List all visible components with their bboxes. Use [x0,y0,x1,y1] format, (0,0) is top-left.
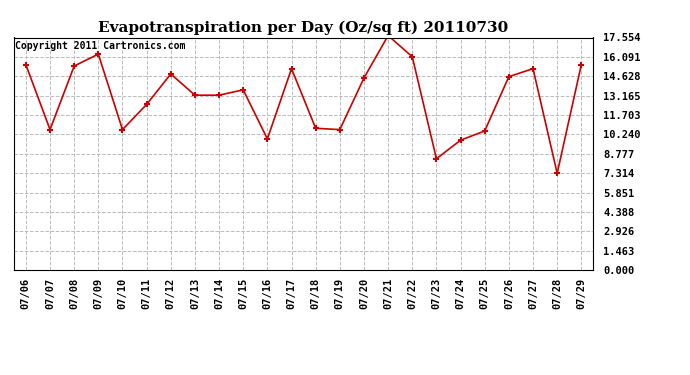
Title: Evapotranspiration per Day (Oz/sq ft) 20110730: Evapotranspiration per Day (Oz/sq ft) 20… [99,21,509,35]
Text: Copyright 2011 Cartronics.com: Copyright 2011 Cartronics.com [15,41,186,51]
